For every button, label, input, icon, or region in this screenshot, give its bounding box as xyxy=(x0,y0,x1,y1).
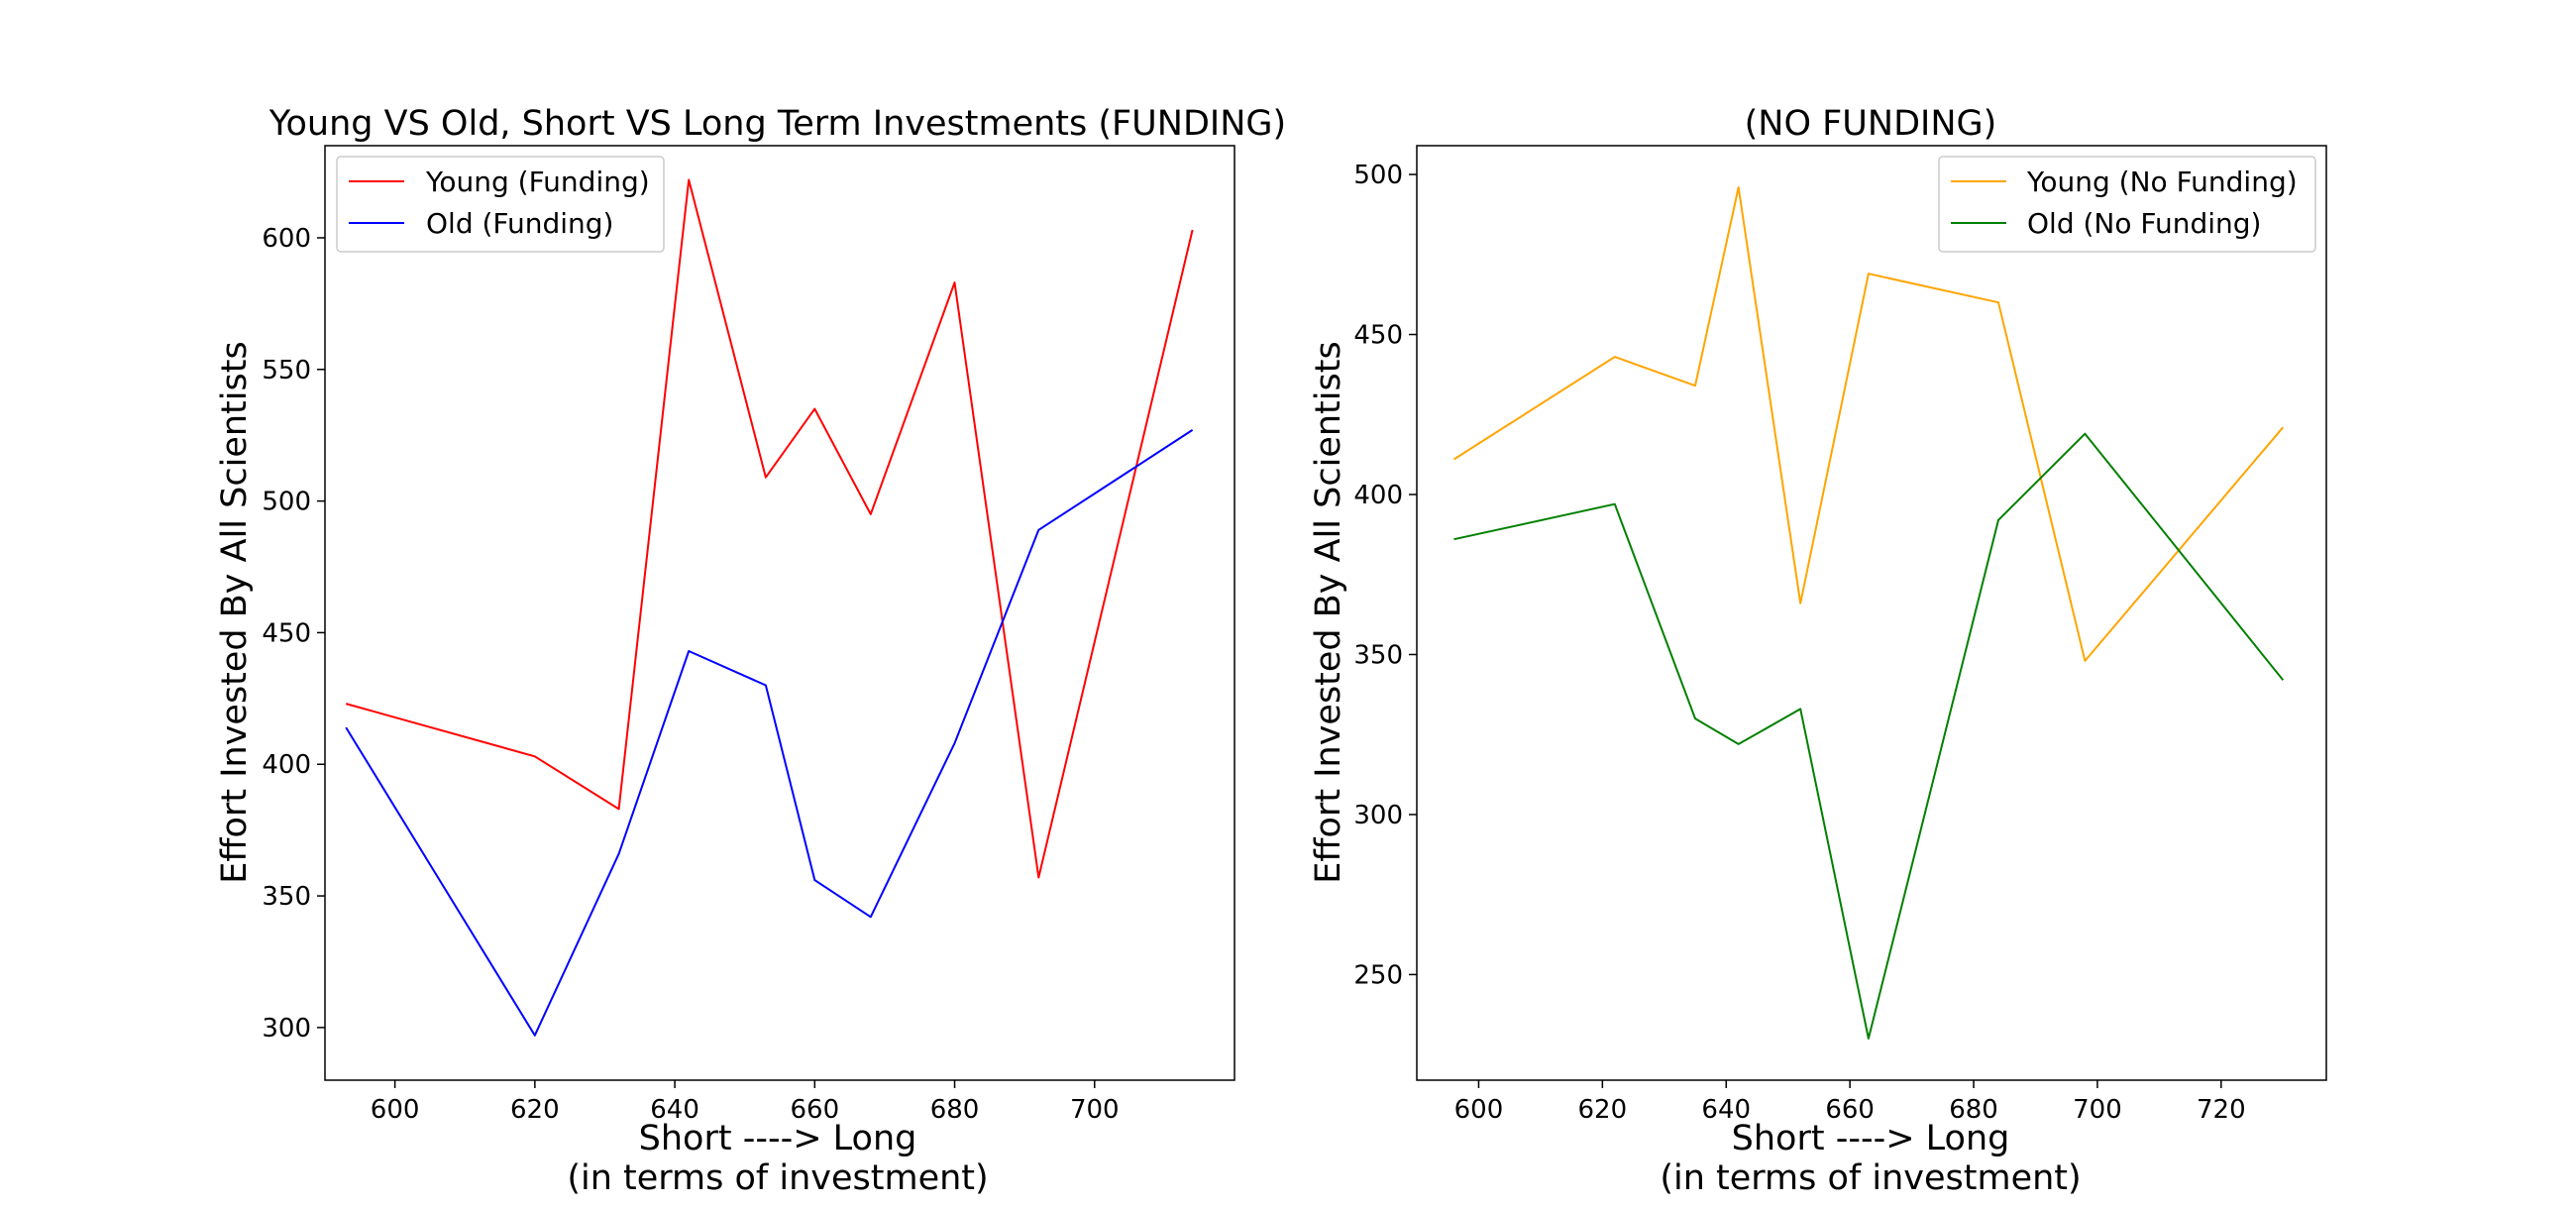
no-funding-plot-frame xyxy=(1416,145,2327,1081)
funding-y-tick-label: 600 xyxy=(262,224,311,254)
funding-x-axis-title-line2: (in terms of investment) xyxy=(567,1158,988,1198)
no-funding-x-tick-label: 600 xyxy=(1454,1095,1504,1125)
no-funding-x-axis-title-line2: (in terms of investment) xyxy=(1660,1158,2081,1198)
no-funding-y-tick-label: 300 xyxy=(1353,801,1403,830)
no-funding-y-tick-label: 450 xyxy=(1353,321,1403,351)
no-funding-y-axis-title: Effort Invested By All Scientists xyxy=(1309,341,1348,883)
no-funding-chart-title: (NO FUNDING) xyxy=(1745,104,1997,144)
no-funding-legend-label-young: Young (No Funding) xyxy=(2026,165,2298,198)
funding-legend-label-old: Old (Funding) xyxy=(426,207,613,240)
no-funding-x-axis-title-line1: Short ----> Long xyxy=(1732,1119,2010,1158)
funding-chart-title: Young VS Old, Short VS Long Term Investm… xyxy=(268,104,1286,144)
funding-plot-frame xyxy=(324,145,1235,1081)
funding-x-tick-label: 620 xyxy=(510,1095,560,1125)
no-funding-legend: Young (No Funding) Old (No Funding) xyxy=(1938,156,2316,253)
funding-legend-box xyxy=(336,156,665,253)
funding-series-line-old-funding xyxy=(345,429,1194,1037)
no-funding-x-tick-label: 660 xyxy=(1825,1095,1875,1125)
funding-x-tick-label: 640 xyxy=(650,1095,699,1125)
funding-y-axis-title: Effort Invested By All Scientists xyxy=(215,341,255,883)
funding-series-line-young-funding xyxy=(345,178,1194,879)
funding-x-axis-title-line1: Short ----> Long xyxy=(639,1119,917,1158)
funding-chart: Young VS Old, Short VS Long Term Investm… xyxy=(215,104,1286,1198)
no-funding-legend-label-old: Old (No Funding) xyxy=(2027,207,2261,240)
no-funding-x-tick-label: 720 xyxy=(2197,1095,2246,1125)
no-funding-y-tick-label: 250 xyxy=(1353,960,1403,990)
no-funding-x-tick-label: 680 xyxy=(1949,1095,1998,1125)
no-funding-x-tick-label: 640 xyxy=(1701,1095,1751,1125)
funding-y-tick-label: 400 xyxy=(262,750,311,780)
no-funding-series-line-old-no-funding xyxy=(1453,432,2285,1040)
funding-x-tick-label: 660 xyxy=(790,1095,839,1125)
funding-y-tick-label: 450 xyxy=(262,618,311,648)
no-funding-x-tick-label: 620 xyxy=(1578,1095,1628,1125)
no-funding-y-tick-label: 500 xyxy=(1353,161,1403,190)
funding-y-tick-label: 500 xyxy=(262,488,311,517)
funding-legend: Young (Funding) Old (Funding) xyxy=(336,156,665,253)
no-funding-legend-box xyxy=(1938,156,2316,253)
funding-y-tick-label: 550 xyxy=(262,356,311,385)
no-funding-x-tick-label: 700 xyxy=(2073,1095,2122,1125)
funding-legend-label-young: Young (Funding) xyxy=(425,165,650,198)
funding-x-tick-label: 600 xyxy=(371,1095,420,1125)
funding-y-tick-label: 350 xyxy=(262,882,311,912)
funding-x-tick-label: 700 xyxy=(1070,1095,1120,1125)
funding-x-tick-label: 680 xyxy=(930,1095,980,1125)
no-funding-y-tick-label: 350 xyxy=(1353,640,1403,670)
no-funding-chart: (NO FUNDING) 600 620 640 660 680 700 720 250 30… xyxy=(1309,104,2327,1198)
no-funding-y-tick-label: 400 xyxy=(1353,481,1403,510)
no-funding-series-line-young-no-funding xyxy=(1452,186,2285,662)
funding-y-tick-label: 300 xyxy=(262,1014,311,1044)
